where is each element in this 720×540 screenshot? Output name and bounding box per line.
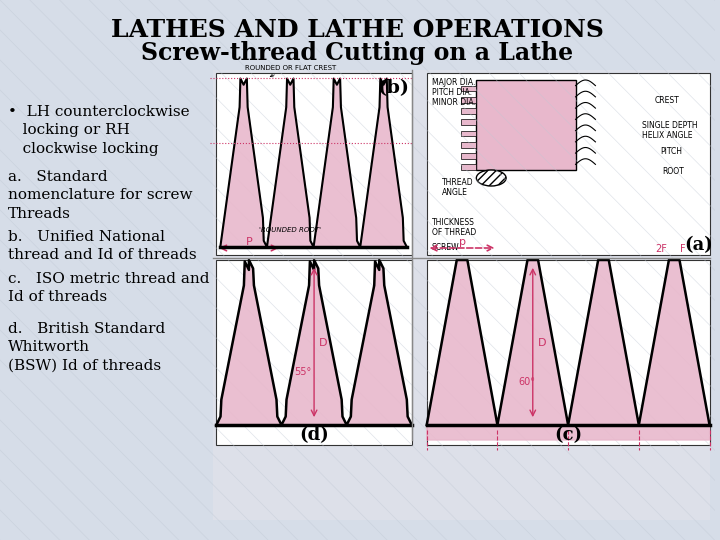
- FancyBboxPatch shape: [462, 153, 477, 159]
- Text: THICKNESS
OF THREAD: THICKNESS OF THREAD: [432, 218, 476, 237]
- Text: (a): (a): [685, 236, 714, 254]
- Text: F: F: [680, 244, 685, 254]
- Polygon shape: [427, 260, 709, 440]
- Text: SINGLE DEPTH: SINGLE DEPTH: [642, 121, 698, 130]
- Text: D: D: [319, 338, 328, 348]
- FancyBboxPatch shape: [462, 142, 477, 147]
- FancyBboxPatch shape: [216, 260, 412, 445]
- FancyBboxPatch shape: [477, 80, 575, 170]
- Text: (b): (b): [377, 79, 409, 97]
- Polygon shape: [216, 260, 412, 425]
- FancyBboxPatch shape: [213, 70, 709, 520]
- Text: MAJOR DIA.: MAJOR DIA.: [432, 78, 475, 87]
- Text: PITCH: PITCH: [660, 147, 682, 156]
- Text: P: P: [246, 237, 252, 247]
- Text: ROUNDED OR FLAT CREST: ROUNDED OR FLAT CREST: [245, 65, 336, 77]
- Text: c.   ISO metric thread and
Id of threads: c. ISO metric thread and Id of threads: [8, 272, 210, 305]
- Text: 'ROUNDED ROOT': 'ROUNDED ROOT': [259, 227, 321, 233]
- Text: (c): (c): [554, 426, 582, 444]
- Text: a.   Standard
nomenclature for screw
Threads: a. Standard nomenclature for screw Threa…: [8, 170, 192, 221]
- FancyBboxPatch shape: [427, 260, 709, 445]
- FancyBboxPatch shape: [462, 86, 477, 91]
- Text: 2F: 2F: [655, 244, 667, 254]
- Text: CREST: CREST: [655, 96, 680, 105]
- Text: PITCH DIA.: PITCH DIA.: [432, 88, 472, 97]
- Polygon shape: [220, 78, 407, 247]
- Text: •  LH counterclockwise
   locking or RH
   clockwise locking: • LH counterclockwise locking or RH cloc…: [8, 105, 189, 156]
- Text: LATHES AND LATHE OPERATIONS: LATHES AND LATHE OPERATIONS: [111, 18, 603, 42]
- FancyBboxPatch shape: [462, 164, 477, 170]
- FancyBboxPatch shape: [462, 131, 477, 136]
- Text: 60°: 60°: [518, 377, 536, 387]
- Text: 55°: 55°: [294, 367, 312, 377]
- FancyBboxPatch shape: [462, 97, 477, 103]
- Text: D: D: [538, 338, 546, 348]
- Text: Screw-thread Cutting on a Lathe: Screw-thread Cutting on a Lathe: [141, 41, 573, 65]
- Ellipse shape: [477, 170, 506, 186]
- Text: SCREW: SCREW: [432, 243, 459, 252]
- FancyBboxPatch shape: [216, 73, 412, 255]
- Text: d.   British Standard
Whitworth
(BSW) Id of threads: d. British Standard Whitworth (BSW) Id o…: [8, 322, 165, 373]
- Text: b.   Unified National
thread and Id of threads: b. Unified National thread and Id of thr…: [8, 230, 197, 262]
- Text: MINOR DIA.: MINOR DIA.: [432, 98, 475, 107]
- Text: p: p: [459, 237, 466, 247]
- FancyBboxPatch shape: [462, 119, 477, 125]
- Text: THREAD
ANGLE: THREAD ANGLE: [441, 178, 473, 197]
- Text: ROOT: ROOT: [662, 167, 684, 176]
- FancyBboxPatch shape: [462, 108, 477, 114]
- Text: (d): (d): [300, 426, 329, 444]
- Text: HELIX ANGLE: HELIX ANGLE: [642, 131, 693, 140]
- FancyBboxPatch shape: [427, 73, 709, 255]
